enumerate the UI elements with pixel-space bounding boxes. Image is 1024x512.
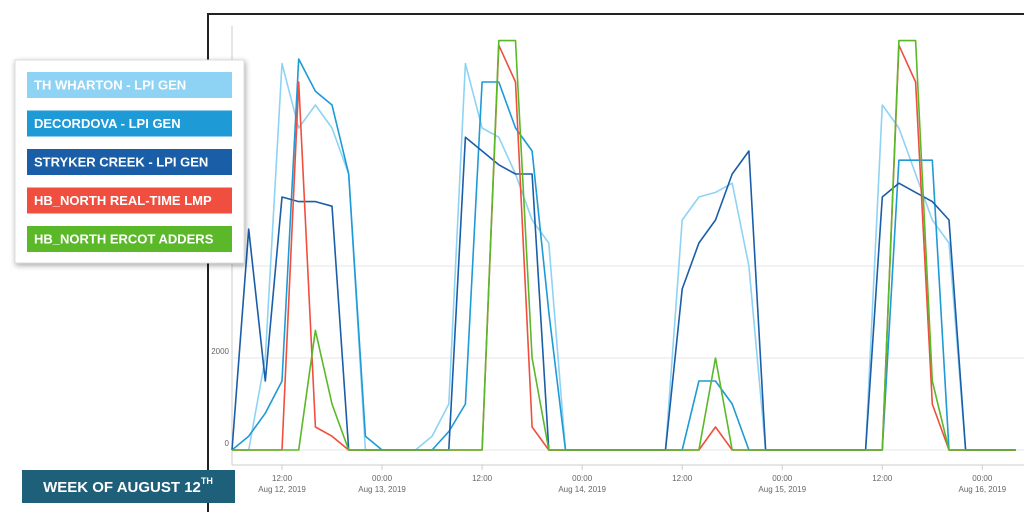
y-tick-label: 0 — [225, 439, 230, 448]
x-tick-date: Aug 12, 2019 — [258, 485, 306, 494]
series-line — [232, 39, 1016, 451]
x-tick-label: 00:00 — [572, 474, 593, 483]
x-tick-date: Aug 16, 2019 — [959, 485, 1007, 494]
x-tick-date: Aug 15, 2019 — [758, 485, 806, 494]
x-tick-label: 12:00 — [672, 474, 693, 483]
legend: TH WHARTON - LPI GEN DECORDOVA - LPI GEN S… — [14, 59, 245, 264]
x-tick-date: Aug 13, 2019 — [358, 485, 406, 494]
legend-label: HB_NORTH ERCOT ADDERS — [34, 231, 214, 246]
y-tick-label: 2000 — [211, 347, 229, 356]
legend-swatch — [27, 110, 232, 137]
badge-text: WEEK OF AUGUST 12 — [43, 479, 201, 496]
legend-label: DECORDOVA - LPI GEN — [34, 116, 181, 131]
x-tick-label: 00:00 — [372, 474, 393, 483]
legend-label: STRYKER CREEK - LPI GEN — [34, 154, 208, 169]
legend-swatch — [27, 226, 232, 252]
x-tick-label: 00:00 — [772, 474, 793, 483]
badge: WEEK OF AUGUST 12TH — [43, 476, 213, 496]
x-tick-date: Aug 14, 2019 — [558, 485, 606, 494]
badge-sup: TH — [201, 476, 213, 486]
x-tick-label: 12:00 — [472, 474, 493, 483]
legend-swatch — [27, 187, 232, 214]
x-tick-label: 12:00 — [272, 474, 293, 483]
badge-box — [22, 470, 235, 503]
legend-swatch — [27, 149, 232, 175]
legend-label: HB_NORTH REAL-TIME LMP — [34, 193, 212, 208]
chart-frame — [207, 13, 1024, 512]
x-tick-label: 12:00 — [872, 474, 893, 483]
legend-swatch — [27, 72, 232, 98]
legend-label: TH WHARTON - LPI GEN — [34, 77, 186, 92]
x-tick-label: 00:00 — [972, 474, 993, 483]
